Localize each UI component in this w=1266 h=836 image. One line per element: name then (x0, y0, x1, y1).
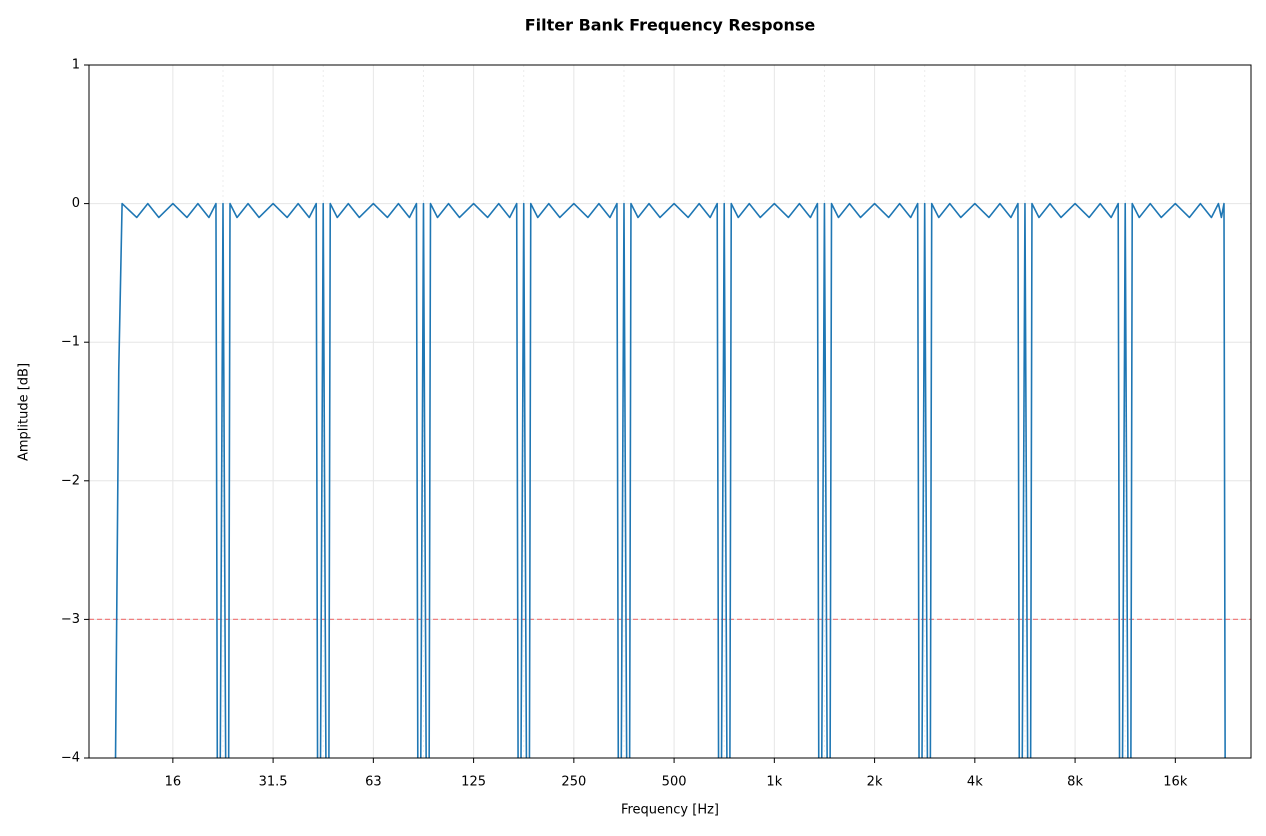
chart-title: Filter Bank Frequency Response (525, 16, 816, 35)
y-tick-label: 0 (72, 196, 80, 211)
y-tick-label: −2 (61, 473, 80, 488)
x-tick-label: 4k (967, 775, 983, 790)
x-tick-label: 31.5 (259, 775, 288, 790)
y-tick-label: −1 (61, 335, 80, 350)
x-tick-label: 8k (1067, 775, 1083, 790)
response-line (114, 202, 1226, 758)
y-tick-label: 1 (72, 58, 80, 73)
x-tick-label: 500 (662, 775, 687, 790)
y-tick-label: −4 (61, 751, 80, 766)
plot-area (89, 202, 1251, 758)
x-tick-label: 1k (766, 775, 782, 790)
axes-frame (88, 64, 1252, 759)
y-tick-label: −3 (61, 612, 80, 627)
x-tick-label: 2k (867, 775, 883, 790)
x-axis-label: Frequency [Hz] (621, 803, 719, 818)
y-axis-label: Amplitude [dB] (17, 363, 32, 461)
x-tick-label: 63 (365, 775, 382, 790)
x-tick-label: 16k (1163, 775, 1188, 790)
axes: 16 31.5 63 125 250 500 1k 2k 4k 8k 16k −4 −3 −2 −1 0 1 (61, 58, 1188, 790)
x-tick-label: 250 (561, 775, 586, 790)
x-tick-label: 125 (461, 775, 486, 790)
x-tick-label: 16 (165, 775, 182, 790)
